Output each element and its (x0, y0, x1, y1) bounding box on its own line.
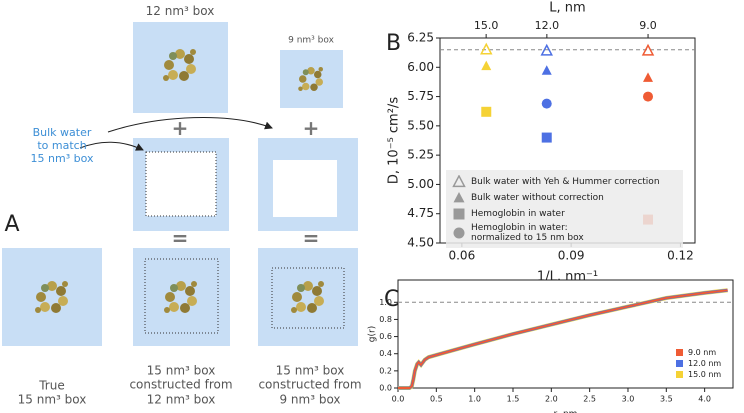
legend-item: Hemoglobin in water: normalized to 15 nm… (452, 223, 677, 243)
x-tick-label: 4.0 (698, 394, 711, 403)
data-point (643, 91, 654, 102)
x2-tick-label: 12.0 (535, 19, 560, 32)
data-point (541, 98, 552, 109)
legend-marker (452, 175, 466, 188)
legend-symbol (453, 208, 465, 220)
data-point (480, 42, 493, 55)
x2-tick-label: 9.0 (639, 19, 657, 32)
y-label: D, 10⁻⁵ cm²/s (387, 97, 402, 184)
y-label: g(r) (368, 326, 378, 342)
legend-marker (453, 208, 465, 220)
data-point (643, 72, 654, 82)
operator: = (302, 226, 320, 250)
x-tick-label: 3.0 (622, 394, 635, 403)
legend: 9.0 nm 12.0 nm 15.0 nm (672, 344, 726, 383)
legend-symbol (452, 175, 466, 188)
x-label: r, nm (554, 410, 578, 413)
operator: + (171, 116, 189, 140)
data-point (481, 60, 492, 71)
y-tick-label: 4.50 (407, 236, 434, 250)
legend-item: 9.0 nm (676, 348, 721, 357)
legend-label: 9.0 nm (688, 348, 717, 357)
x-tick-label: 2.0 (545, 394, 558, 403)
legend-label: Bulk water without correction (471, 193, 604, 203)
box-label: 9 nm³ box (288, 35, 334, 46)
legend-label: 15.0 nm (688, 370, 722, 379)
caption: 15 nm³ box constructed from 12 nm³ box (129, 363, 233, 407)
legend-item: Bulk water with Yeh & Hummer correction (452, 175, 677, 189)
y-tick-label: 4.75 (407, 206, 434, 220)
legend-swatch (676, 349, 683, 356)
operator: + (302, 116, 320, 140)
x2-label: L, nm (549, 1, 585, 16)
legend-label: Bulk water with Yeh & Hummer correction (471, 177, 660, 187)
legend-item: 15.0 nm (676, 370, 721, 379)
bulk-label: Bulk water to match 15 nm³ box (30, 126, 94, 166)
x-tick-label: 0.12 (667, 249, 694, 263)
data-point (541, 132, 552, 143)
legend-label: Hemoglobin in water (471, 209, 565, 219)
legend-symbol (453, 227, 465, 239)
y-tick-label: 0.4 (379, 349, 392, 358)
y-tick-label: 5.50 (407, 118, 434, 132)
x-tick-label: 0.0 (392, 394, 405, 403)
legend-swatch (676, 360, 683, 367)
y-tick-label: 1.0 (379, 298, 392, 307)
legend-swatch (676, 371, 683, 378)
data-point (641, 43, 655, 56)
y-tick-label: 5.00 (407, 177, 434, 191)
legend-item: 12.0 nm (676, 359, 721, 368)
x-tick-label: 1.0 (468, 394, 481, 403)
legend-label: Hemoglobin in water: normalized to 15 nm… (471, 223, 584, 243)
legend-item: Hemoglobin in water (452, 207, 677, 221)
operator: = (171, 226, 189, 250)
panel-a-boxes (2, 22, 358, 346)
x-tick-label: 0.5 (430, 394, 443, 403)
y-tick-label: 0.0 (379, 384, 392, 393)
data-point (481, 106, 492, 117)
data-point (541, 65, 552, 75)
panel-label: B (386, 31, 401, 56)
data-line (398, 289, 728, 389)
y-tick-label: 0.6 (379, 332, 392, 341)
y-tick-label: 5.75 (407, 89, 434, 103)
legend-item: Bulk water without correction (452, 191, 677, 205)
legend-symbol (453, 191, 465, 203)
y-tick-label: 6.00 (407, 60, 434, 74)
x-tick-label: 3.5 (660, 394, 673, 403)
data-point (540, 43, 553, 56)
legend: Bulk water with Yeh & Hummer correction B… (446, 170, 683, 248)
legend-label: 12.0 nm (688, 359, 722, 368)
x-tick-label: 0.09 (558, 249, 585, 263)
y-tick-label: 5.25 (407, 148, 434, 162)
y-tick-label: 0.8 (379, 315, 392, 324)
caption: 15 nm³ box constructed from 9 nm³ box (258, 363, 362, 407)
x-tick-label: 0.06 (448, 249, 475, 263)
legend-marker (453, 227, 465, 239)
legend-marker (453, 191, 465, 203)
caption: True 15 nm³ box (17, 378, 87, 407)
y-tick-label: 6.25 (407, 31, 434, 45)
x-tick-label: 2.5 (583, 394, 596, 403)
panel-label: A (4, 211, 20, 237)
x-tick-label: 1.5 (507, 394, 520, 403)
x2-tick-label: 15.0 (474, 19, 499, 32)
box-label: 12 nm³ box (145, 3, 215, 18)
panel-label: C (384, 287, 399, 312)
y-tick-label: 0.2 (379, 366, 392, 375)
